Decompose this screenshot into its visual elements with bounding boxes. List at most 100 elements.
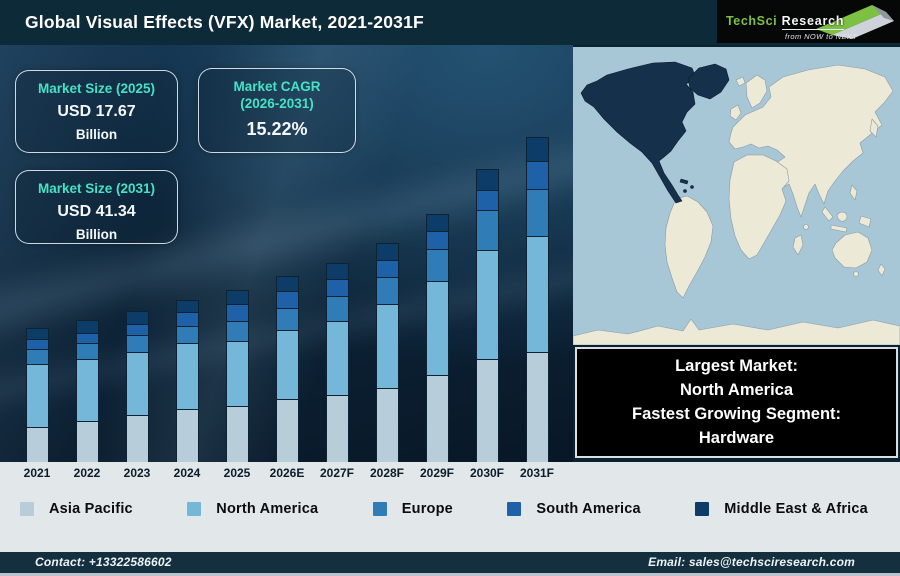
bar-segment-middle-east-africa bbox=[175, 300, 199, 312]
continent-antarctica bbox=[572, 318, 900, 346]
bar-2021 bbox=[25, 328, 49, 462]
region-sri-lanka bbox=[803, 224, 809, 230]
legend-swatch-middle-east-africa bbox=[695, 502, 710, 516]
legend-label-europe: Europe bbox=[401, 501, 453, 517]
bar-segment-europe bbox=[225, 321, 249, 341]
legend-label-north-america: North America bbox=[216, 501, 319, 517]
legend-label-asia-pacific: Asia Pacific bbox=[49, 501, 133, 517]
bar-segment-europe bbox=[425, 249, 449, 281]
bar-segment-asia-pacific bbox=[175, 409, 199, 462]
region-japan bbox=[869, 118, 879, 138]
bar-segment-north-america bbox=[125, 352, 149, 415]
bar-segment-asia-pacific bbox=[125, 415, 149, 462]
region-madagascar bbox=[792, 234, 804, 256]
legend-item-europe: Europe bbox=[372, 501, 453, 517]
bar-2022 bbox=[75, 320, 99, 462]
info-box-value: USD 17.67 bbox=[57, 103, 136, 120]
info-box-value: 15.22% bbox=[246, 119, 308, 139]
bar-2023 bbox=[125, 311, 149, 462]
world-map bbox=[572, 47, 900, 346]
bar-segment-asia-pacific bbox=[25, 427, 49, 462]
highlight-line: North America bbox=[679, 381, 794, 399]
bar-segment-north-america bbox=[225, 341, 249, 406]
legend-item-middle-east-africa: Middle East & Africa bbox=[695, 501, 868, 517]
region-tasmania bbox=[853, 271, 859, 277]
info-box-label2: (2026-2031) bbox=[240, 96, 314, 111]
bar-segment-south-america bbox=[125, 324, 149, 335]
axis-label-2024: 2024 bbox=[173, 466, 201, 480]
bar-segment-middle-east-africa bbox=[25, 328, 49, 339]
bar-segment-south-america bbox=[175, 312, 199, 326]
region-borneo bbox=[836, 211, 848, 222]
axis-label-2021: 2021 bbox=[23, 466, 51, 480]
region-new-zealand bbox=[877, 263, 886, 277]
bar-segment-asia-pacific bbox=[375, 388, 399, 462]
bar-segment-europe bbox=[25, 349, 49, 364]
bar-segment-south-america bbox=[475, 190, 499, 210]
continent-north-america bbox=[580, 61, 697, 204]
region-greenland bbox=[687, 63, 730, 100]
info-box-unit: Billion bbox=[75, 127, 118, 142]
header-bar: Global Visual Effects (VFX) Market, 2021… bbox=[0, 0, 900, 45]
techsci-logo: TechSci Research from NOW to NEXT bbox=[717, 0, 900, 43]
bar-segment-middle-east-africa bbox=[125, 311, 149, 324]
legend-item-south-america: South America bbox=[507, 501, 641, 517]
logo-brand-primary: TechSci bbox=[726, 14, 778, 28]
region-philippines bbox=[849, 184, 858, 201]
axis-label-2031f: 2031F bbox=[519, 466, 555, 480]
bar-2027f bbox=[325, 263, 349, 462]
bar-segment-north-america bbox=[325, 321, 349, 395]
region-sumatra bbox=[821, 206, 834, 222]
contact-phone: Contact: +13322586602 bbox=[35, 554, 172, 569]
continent-south-america bbox=[664, 195, 714, 299]
bar-segment-europe bbox=[475, 210, 499, 250]
bar-segment-middle-east-africa bbox=[375, 243, 399, 260]
info-box-unit: Billion bbox=[75, 227, 118, 242]
bar-segment-north-america bbox=[175, 343, 199, 409]
highlight-line: Fastest Growing Segment: bbox=[631, 405, 842, 423]
info-box-market-cagr: Market CAGR (2026-2031) 15.22% bbox=[198, 68, 356, 153]
info-box-value: USD 41.34 bbox=[57, 203, 136, 220]
bar-segment-europe bbox=[375, 277, 399, 304]
info-box-label: Market Size (2025) bbox=[37, 81, 156, 96]
page-title: Global Visual Effects (VFX) Market, 2021… bbox=[25, 12, 424, 32]
bar-segment-europe bbox=[325, 296, 349, 321]
highlight-line: Largest Market: bbox=[675, 357, 798, 375]
bar-segment-middle-east-africa bbox=[525, 137, 549, 161]
bar-segment-south-america bbox=[75, 333, 99, 343]
bar-segment-asia-pacific bbox=[525, 352, 549, 462]
footer-bar: Contact: +13322586602 Email: sales@techs… bbox=[0, 552, 900, 576]
bar-2024 bbox=[175, 300, 199, 462]
axis-label-2022: 2022 bbox=[73, 466, 101, 480]
bar-2025 bbox=[225, 290, 249, 462]
axis-label-2030f: 2030F bbox=[469, 466, 505, 480]
bar-segment-north-america bbox=[475, 250, 499, 359]
chart-legend: Asia Pacific North America Europe South Ame… bbox=[0, 501, 900, 517]
bar-segment-asia-pacific bbox=[275, 399, 299, 462]
contact-email: Email: sales@techsciresearch.com bbox=[648, 554, 855, 569]
bar-segment-south-america bbox=[225, 304, 249, 321]
bar-segment-asia-pacific bbox=[225, 406, 249, 462]
bar-2031f bbox=[525, 137, 549, 462]
axis-label-2026e: 2026E bbox=[269, 466, 305, 480]
bar-segment-north-america bbox=[275, 330, 299, 399]
bar-segment-europe bbox=[525, 189, 549, 236]
info-box-label: Market Size (2031) bbox=[37, 181, 156, 196]
bar-segment-europe bbox=[175, 326, 199, 343]
axis-label-2023: 2023 bbox=[123, 466, 151, 480]
market-highlights-box: Largest Market: North America Fastest Gr… bbox=[575, 347, 898, 458]
legend-swatch-europe bbox=[372, 502, 387, 516]
logo-arrow-icon bbox=[816, 5, 894, 39]
legend-swatch-asia-pacific bbox=[20, 502, 34, 516]
bar-segment-asia-pacific bbox=[425, 375, 449, 462]
bar-segment-middle-east-africa bbox=[325, 263, 349, 279]
bar-segment-north-america bbox=[425, 281, 449, 375]
chart-area: Market Size (2025) USD 17.67 Billion Mar… bbox=[0, 45, 573, 462]
continent-australia bbox=[831, 231, 873, 269]
legend-label-middle-east-africa: Middle East & Africa bbox=[724, 501, 868, 517]
continent-africa bbox=[728, 154, 790, 260]
axis-label-2028f: 2028F bbox=[369, 466, 405, 480]
legend-item-asia-pacific: Asia Pacific bbox=[20, 501, 133, 517]
bar-segment-asia-pacific bbox=[325, 395, 349, 462]
region-java bbox=[830, 224, 848, 233]
